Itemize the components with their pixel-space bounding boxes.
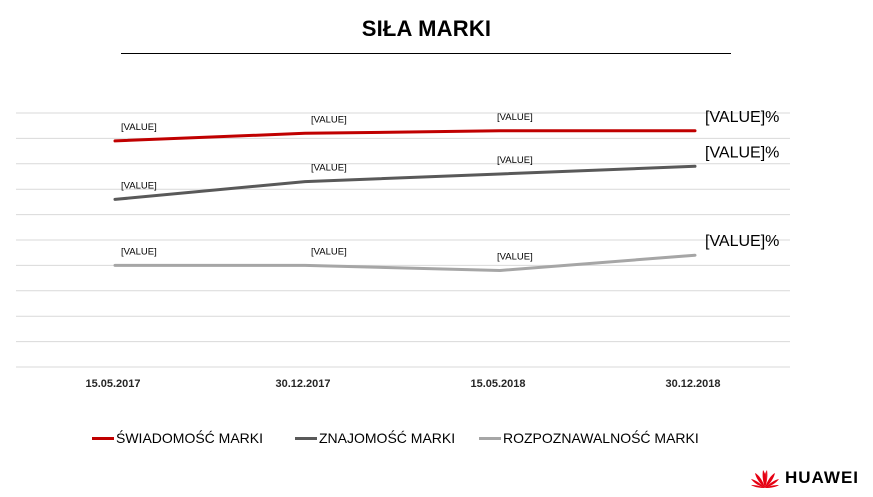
chart-title: SIŁA MARKI xyxy=(361,16,492,41)
series-line-znajomosc xyxy=(113,164,697,201)
grid-lines xyxy=(16,112,790,368)
data-label-znajomosc-3: [VALUE]% xyxy=(705,144,779,161)
legend-item-swiadomosc: ŚWIADOMOŚĆ MARKI xyxy=(92,430,263,446)
x-tick-label: 30.12.2018 xyxy=(665,378,720,390)
legend-swatch-rozpoznawalnosc xyxy=(479,436,501,440)
data-label-swiadomosc-3: [VALUE]% xyxy=(705,109,779,126)
data-label-swiadomosc-2: [VALUE] xyxy=(497,112,533,123)
data-label-rozpoznawalnosc-3: [VALUE]% xyxy=(705,233,779,250)
huawei-petal-icon xyxy=(751,470,779,488)
legend-label-znajomosc: ZNAJOMOŚĆ MARKI xyxy=(319,430,456,446)
x-tick-label: 15.05.2018 xyxy=(470,378,525,390)
data-label-rozpoznawalnosc-0: [VALUE] xyxy=(121,246,157,257)
data-label-znajomosc-1: [VALUE] xyxy=(311,163,347,174)
legend: ŚWIADOMOŚĆ MARKI ZNAJOMOŚĆ MARKI ROZPOZN… xyxy=(0,430,873,452)
legend-item-rozpoznawalnosc: ROZPOZNAWALNOŚĆ MARKI xyxy=(479,430,699,446)
logo-text: HUAWEI xyxy=(785,468,859,487)
series-line-rozpoznawalnosc xyxy=(113,253,697,272)
huawei-logo: HUAWEI xyxy=(750,466,859,490)
legend-swatch-swiadomosc xyxy=(92,436,114,440)
data-labels: [VALUE] [VALUE] [VALUE] [VALUE]% [VALUE] [VAL… xyxy=(121,109,779,263)
x-axis-ticks: 15.05.2017 30.12.2017 15.05.2018 30.12.2018 xyxy=(85,378,720,390)
data-label-swiadomosc-0: [VALUE] xyxy=(121,122,157,133)
legend-label-rozpoznawalnosc: ROZPOZNAWALNOŚĆ MARKI xyxy=(503,430,699,446)
legend-item-znajomosc: ZNAJOMOŚĆ MARKI xyxy=(295,430,455,446)
data-label-rozpoznawalnosc-2: [VALUE] xyxy=(497,251,533,262)
legend-label-swiadomosc: ŚWIADOMOŚĆ MARKI xyxy=(116,430,264,446)
x-tick-label: 15.05.2017 xyxy=(85,378,140,390)
series-lines xyxy=(113,129,697,272)
series-line-swiadomosc xyxy=(113,129,697,143)
x-tick-label: 30.12.2017 xyxy=(275,378,330,390)
data-label-znajomosc-2: [VALUE] xyxy=(497,155,533,166)
data-label-rozpoznawalnosc-1: [VALUE] xyxy=(311,246,347,257)
legend-swatch-znajomosc xyxy=(295,436,317,440)
line-chart: [VALUE] [VALUE] [VALUE] [VALUE]% [VALUE] [VAL… xyxy=(16,109,790,390)
data-label-znajomosc-0: [VALUE] xyxy=(121,180,157,191)
data-label-swiadomosc-1: [VALUE] xyxy=(311,114,347,125)
title-underline xyxy=(121,53,731,54)
